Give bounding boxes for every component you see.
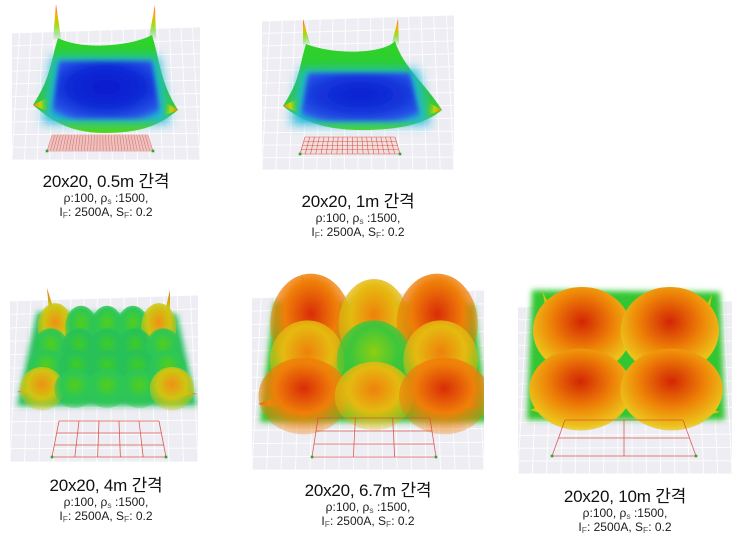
plot-caption: 20x20, 10m 간격 ρ:100, ρs :1500, IF: 2500A… (516, 487, 734, 534)
plot-params-line2: IF: 2500A, SF: 0.2 (311, 224, 405, 240)
plot-params-line2: IF: 2500A, SF: 0.2 (59, 508, 153, 524)
surface-plot-0-5m (12, 4, 200, 160)
surface-plot-4m (10, 288, 198, 462)
plot-params-line2: IF: 2500A, SF: 0.2 (578, 519, 672, 535)
panel-4m-spacing: 20x20, 4m 간격 ρ:100, ρs :1500, IF: 2500A,… (8, 280, 204, 523)
plot-title: 20x20, 4m 간격 (49, 476, 163, 495)
plot-caption: 20x20, 4m 간격 ρ:100, ρs :1500, IF: 2500A,… (8, 476, 204, 523)
plot-params-line1: ρ:100, ρs :1500, (63, 495, 149, 510)
surface-plot-6-7m (252, 273, 484, 470)
panel-6-7m-spacing: 20x20, 6.7m 간격 ρ:100, ρs :1500, IF: 2500… (250, 266, 486, 528)
plot-title: 20x20, 1m 간격 (301, 192, 415, 211)
panel-0-5m-spacing: 20x20, 0.5m 간격 ρ:100, ρs :1500, IF: 2500… (8, 2, 204, 219)
plot-params-line1: ρ:100, ρs :1500, (63, 191, 149, 206)
plot-params-line2: IF: 2500A, SF: 0.2 (321, 513, 415, 529)
plot-params-line1: ρ:100, ρs :1500, (325, 500, 411, 515)
surface-plot-10m (518, 286, 732, 474)
plot-caption: 20x20, 1m 간격 ρ:100, ρs :1500, IF: 2500A,… (258, 192, 458, 239)
plot-params-line2: IF: 2500A, SF: 0.2 (59, 204, 153, 220)
panel-10m-spacing: 20x20, 10m 간격 ρ:100, ρs :1500, IF: 2500A… (516, 284, 734, 534)
plot-title: 20x20, 0.5m 간격 (42, 172, 170, 191)
panel-1m-spacing: 20x20, 1m 간격 ρ:100, ρs :1500, IF: 2500A,… (258, 4, 458, 239)
surface-plot-1m (262, 14, 454, 170)
plot-params-line1: ρ:100, ρs :1500, (315, 211, 401, 226)
plot-params-line1: ρ:100, ρs :1500, (582, 506, 668, 521)
plot-title: 20x20, 6.7m 간격 (304, 481, 432, 500)
plot-caption: 20x20, 6.7m 간격 ρ:100, ρs :1500, IF: 2500… (250, 481, 486, 528)
plot-title: 20x20, 10m 간격 (563, 487, 687, 506)
plot-caption: 20x20, 0.5m 간격 ρ:100, ρs :1500, IF: 2500… (8, 172, 204, 219)
